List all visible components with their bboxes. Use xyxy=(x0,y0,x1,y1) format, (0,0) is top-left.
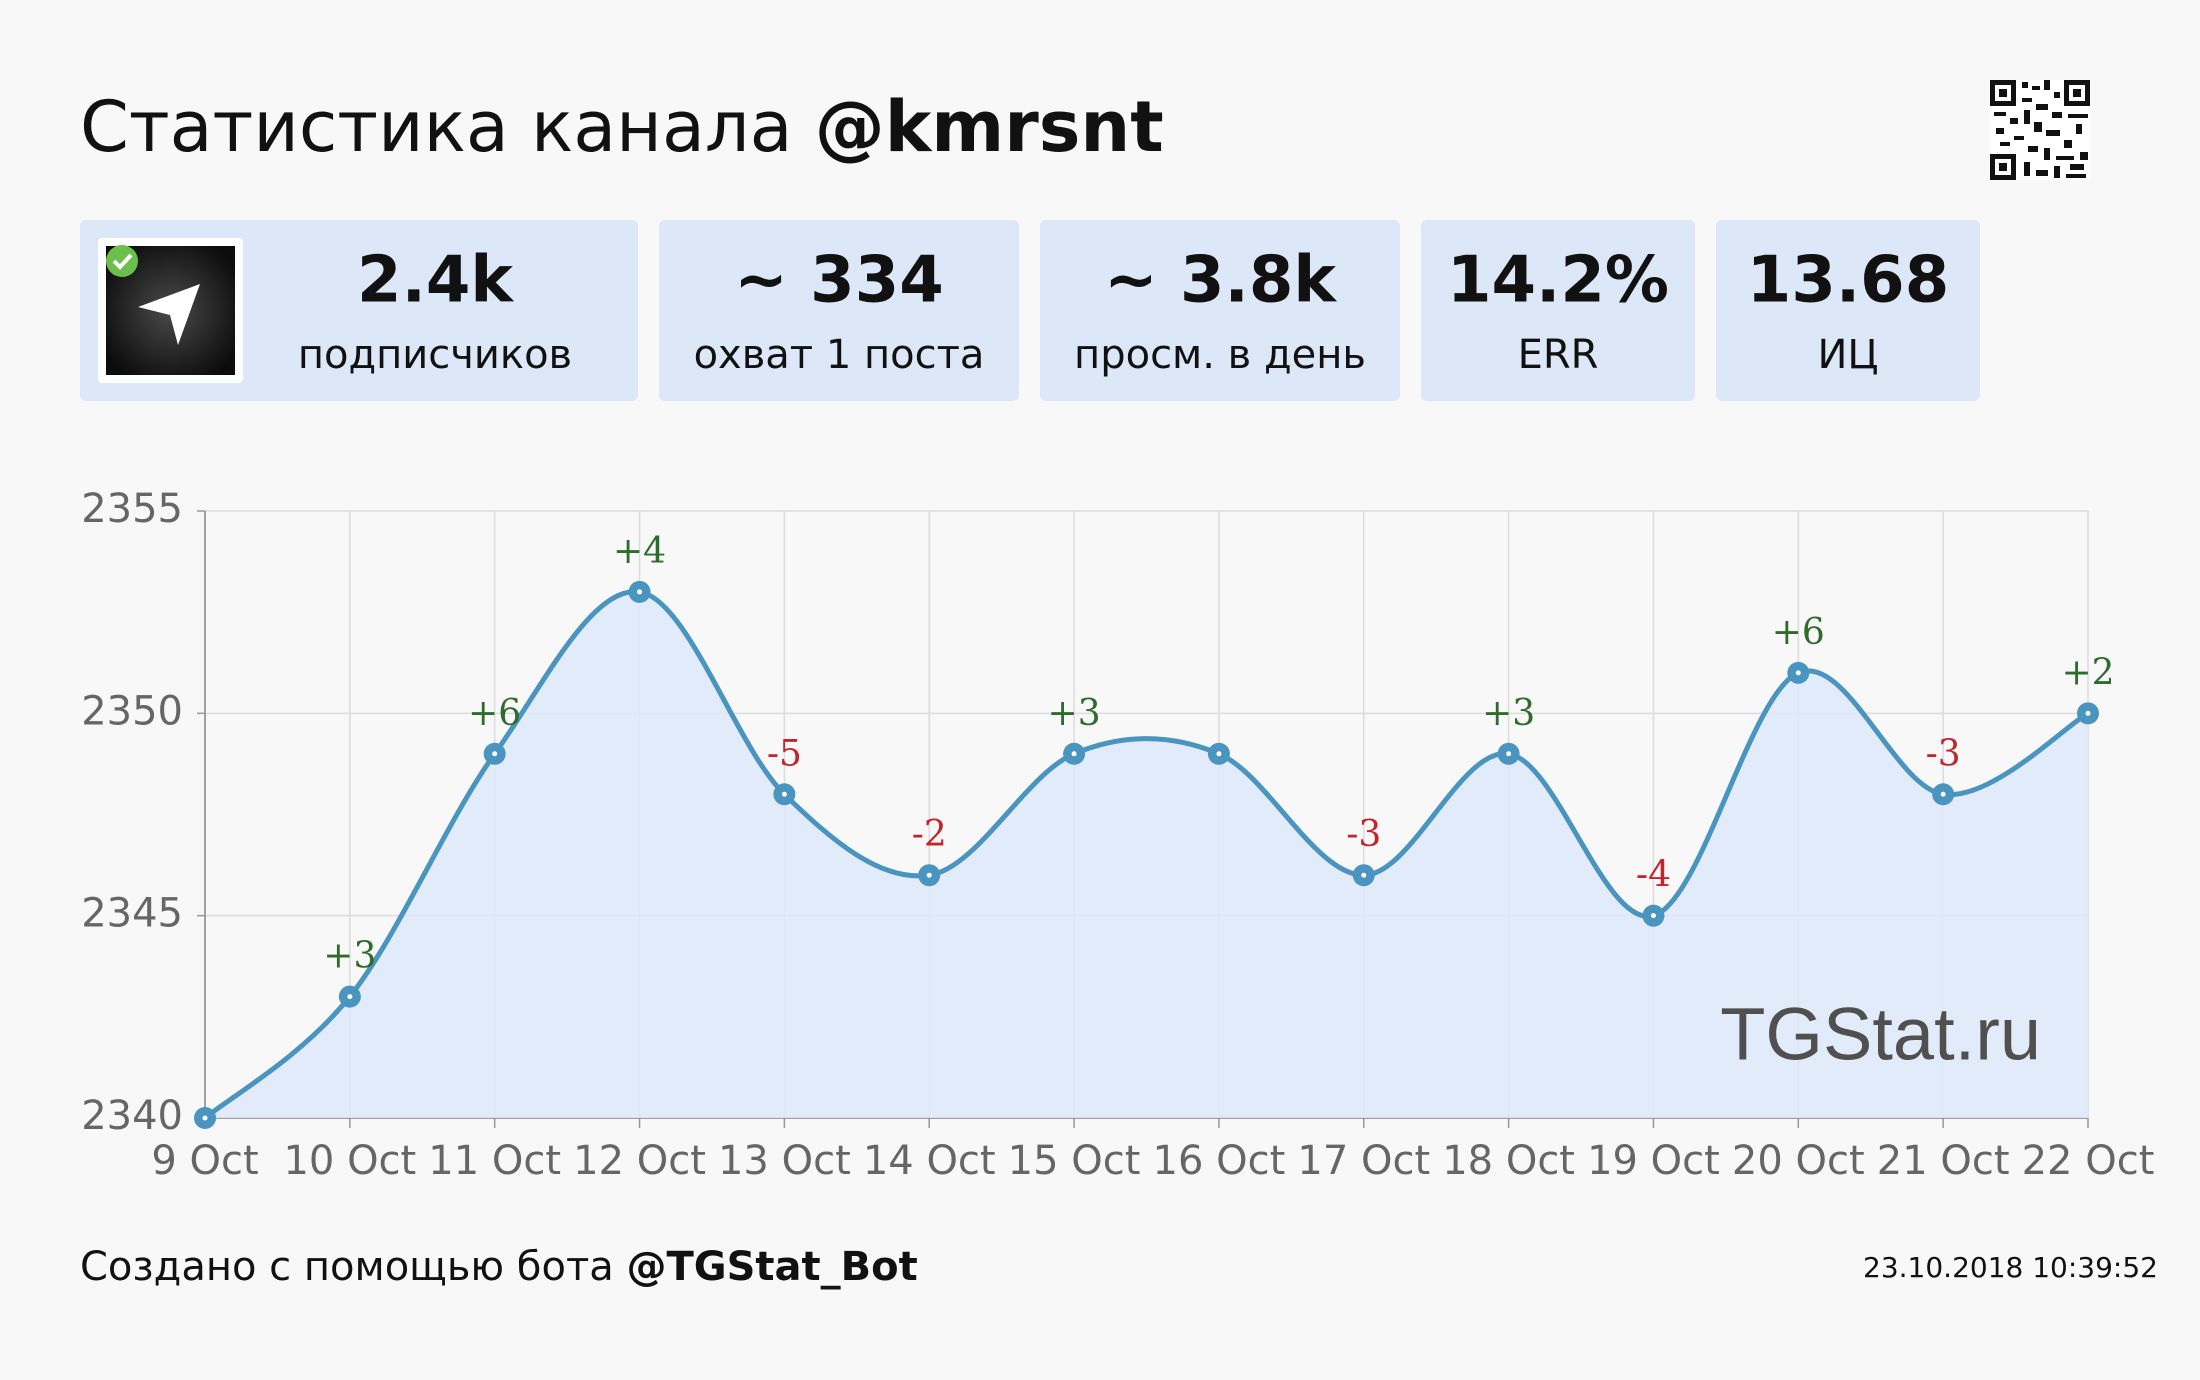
footer-text: Создано с помощью бота @TGStat_Bot xyxy=(80,1244,918,1290)
stat-card xyxy=(1040,220,1400,401)
stat-value: ~ 334 xyxy=(734,244,944,318)
point-center xyxy=(926,872,932,878)
x-tick-label: 15 Oct xyxy=(1008,1138,1141,1184)
x-tick-label: 21 Oct xyxy=(1877,1138,2010,1184)
change-label: +6 xyxy=(468,693,521,734)
stat-label: ИЦ xyxy=(1818,332,1879,378)
stat-value: 2.4k xyxy=(357,244,514,318)
point-center xyxy=(347,994,353,1000)
point-center xyxy=(1650,913,1656,919)
change-label: -3 xyxy=(1926,733,1961,774)
change-label: +3 xyxy=(1482,693,1535,734)
line xyxy=(203,589,2090,1120)
x-tick-label: 19 Oct xyxy=(1587,1138,1720,1184)
change-label: -4 xyxy=(1636,855,1671,896)
stat-label: подписчиков xyxy=(298,332,572,378)
change-label: +4 xyxy=(613,531,666,572)
footer-bot: @TGStat_Bot xyxy=(626,1244,917,1290)
change-label: -3 xyxy=(1346,814,1381,855)
x-tick-label: 18 Oct xyxy=(1442,1138,1575,1184)
point-center xyxy=(1506,751,1512,757)
stat-value: 13.68 xyxy=(1747,244,1949,318)
point-center xyxy=(2085,710,2091,716)
chart: 2340 2345 2350 2355 9 Oct 10 Oct 11 Oct 12 Oct 1… xyxy=(81,486,2154,1184)
point-center xyxy=(1216,751,1222,757)
stat-value: ~ 3.8k xyxy=(1104,244,1337,318)
stat-card xyxy=(1716,220,1980,401)
point-center xyxy=(1361,872,1367,878)
x-tick-label: 20 Oct xyxy=(1732,1138,1865,1184)
x-tick-label: 22 Oct xyxy=(2022,1138,2155,1184)
point-center xyxy=(202,1115,208,1121)
y-tick-label: 2355 xyxy=(81,486,183,532)
channel-avatar xyxy=(98,238,243,383)
page-title: Статистика канала @kmrsnt xyxy=(80,86,1164,168)
point-center xyxy=(781,791,787,797)
point-center xyxy=(1795,670,1801,676)
y-tick-label: 2340 xyxy=(81,1093,183,1139)
x-tick-label: 16 Oct xyxy=(1153,1138,1286,1184)
qr-code xyxy=(1990,80,2090,180)
x-tick-label: 9 Oct xyxy=(151,1138,258,1184)
change-label: +2 xyxy=(2061,652,2114,693)
area xyxy=(205,591,2088,1118)
title: Статистика канала xyxy=(80,86,792,168)
x-tick-label: 14 Oct xyxy=(863,1138,996,1184)
watermark: TGStat.ru xyxy=(1720,993,2041,1076)
timestamp: 23.10.2018 10:39:52 xyxy=(1863,1251,2158,1284)
x-tick-label: 12 Oct xyxy=(573,1138,706,1184)
stat-card xyxy=(1421,220,1695,401)
change-label: -5 xyxy=(767,733,802,774)
point-center xyxy=(1940,791,1946,797)
x-tick-label: 11 Oct xyxy=(428,1138,561,1184)
stat-card xyxy=(659,220,1019,401)
change-label: -2 xyxy=(912,814,947,855)
footer-caption: Создано с помощью бота xyxy=(80,1244,614,1290)
x-tick-label: 10 Oct xyxy=(283,1138,416,1184)
y-tick-label: 2350 xyxy=(81,688,183,734)
stat-value: 14.2% xyxy=(1447,244,1669,318)
change-label: +3 xyxy=(323,936,376,977)
x-tick-label: 17 Oct xyxy=(1297,1138,1430,1184)
point-center xyxy=(492,751,498,757)
change-label: +3 xyxy=(1048,693,1101,734)
point-center xyxy=(637,589,643,595)
channel: @kmrsnt xyxy=(815,86,1164,168)
point-center xyxy=(1071,751,1077,757)
stat-label: ERR xyxy=(1518,332,1599,378)
x-tick-label: 13 Oct xyxy=(718,1138,851,1184)
y-tick-label: 2345 xyxy=(81,891,183,937)
stat-label: охват 1 поста xyxy=(694,332,985,378)
stat-label: просм. в день xyxy=(1074,332,1366,378)
change-label: +6 xyxy=(1772,612,1825,653)
